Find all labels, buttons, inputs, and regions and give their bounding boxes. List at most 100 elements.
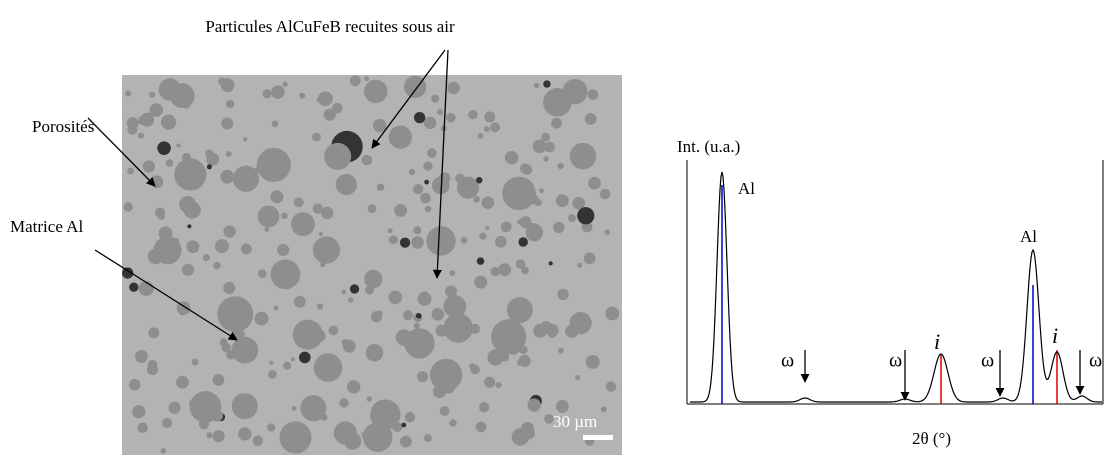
particle (149, 91, 156, 98)
particle (346, 380, 361, 394)
particle (577, 207, 595, 225)
particle (293, 295, 306, 308)
particle (328, 325, 339, 336)
particle (138, 132, 145, 139)
particle (146, 364, 159, 376)
particle (395, 329, 413, 346)
particle (160, 114, 177, 130)
particle (483, 126, 490, 133)
particle (446, 112, 456, 123)
particle (504, 150, 519, 165)
particle (135, 350, 148, 363)
particle (292, 319, 323, 350)
particle (605, 306, 620, 321)
particle (148, 327, 160, 339)
porosity-label: Porosités (32, 117, 94, 136)
particle (252, 435, 264, 446)
particle (548, 261, 553, 266)
particle (370, 399, 401, 430)
particle (257, 269, 267, 279)
particle (271, 120, 279, 128)
particle (532, 139, 547, 154)
particle (495, 381, 502, 389)
x-axis-label: 2θ (°) (912, 429, 951, 448)
particle (137, 422, 148, 433)
particle (401, 422, 407, 428)
particle (587, 89, 599, 100)
particle (408, 168, 416, 176)
particle (429, 358, 463, 392)
particle (364, 76, 370, 82)
particle (600, 406, 607, 413)
particle (129, 282, 139, 292)
particle (431, 176, 450, 195)
particle (349, 75, 361, 87)
particle (455, 324, 468, 337)
particle (477, 132, 484, 139)
particle (320, 206, 334, 220)
particle (435, 324, 448, 337)
particle (403, 75, 427, 99)
particle (568, 214, 576, 223)
particle (403, 310, 414, 321)
particle (517, 359, 524, 366)
particles-label: Particules AlCuFeB recuites sous air (205, 17, 455, 36)
particle (313, 353, 343, 382)
particle (413, 226, 422, 235)
particle (426, 226, 456, 256)
particle (212, 373, 225, 386)
particle (420, 192, 431, 204)
particle (470, 364, 480, 375)
particle (562, 79, 588, 105)
particle (127, 167, 134, 175)
particle (469, 323, 481, 335)
particle (544, 141, 555, 153)
particle (557, 162, 564, 170)
particle (266, 423, 276, 432)
particle (364, 79, 388, 104)
particle (373, 118, 387, 133)
particle (320, 261, 326, 267)
particle (490, 122, 501, 133)
particle (318, 231, 323, 237)
particle (241, 243, 252, 255)
particle (206, 164, 213, 170)
particle (487, 349, 504, 366)
particle (221, 117, 234, 130)
particle (299, 351, 311, 364)
micrograph (122, 75, 622, 455)
particle (468, 110, 478, 120)
scale-bar (583, 435, 613, 440)
particle (427, 148, 437, 159)
particle (519, 216, 532, 229)
particle (444, 285, 457, 298)
particle (122, 267, 134, 279)
particle (436, 109, 444, 116)
particle (518, 237, 528, 247)
particle (291, 406, 297, 411)
particle (557, 288, 569, 301)
particle (232, 165, 260, 192)
particle (149, 103, 164, 117)
particle (312, 132, 322, 142)
particle (413, 184, 424, 195)
particle (213, 261, 221, 270)
particle (299, 92, 306, 99)
particle (417, 291, 432, 306)
particle (184, 161, 198, 175)
particle (183, 201, 201, 219)
particle (376, 183, 385, 191)
particle (404, 328, 435, 359)
particle (443, 294, 467, 318)
particle (388, 290, 403, 305)
particle (277, 243, 290, 257)
particle (300, 395, 327, 422)
particle (474, 275, 488, 289)
particle (399, 435, 412, 448)
particle (449, 270, 456, 276)
particle (168, 401, 181, 414)
particle (543, 156, 549, 162)
particle (231, 393, 258, 420)
particle (290, 212, 315, 237)
particle (423, 161, 433, 171)
